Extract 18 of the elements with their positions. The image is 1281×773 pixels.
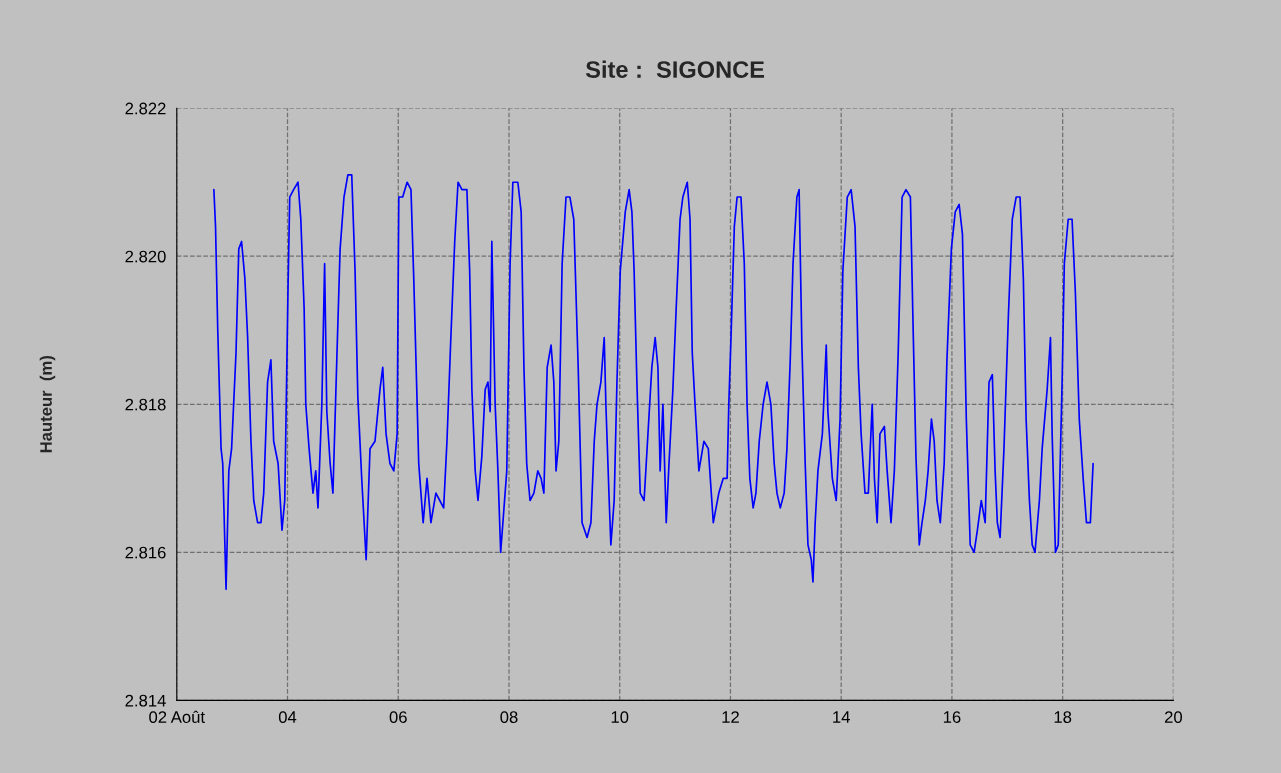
x-tick-label: 06 [389,711,407,723]
x-tick-label: 08 [500,711,518,723]
x-tick-label: 12 [722,711,739,723]
x-tick-label: 02 Août [149,710,205,723]
y-tick-label: 2.818 [125,398,166,411]
x-tick-label: 16 [943,711,961,723]
y-tick-label: 2.820 [125,250,166,263]
x-tick-label: 18 [1054,711,1072,723]
y-axis-title: Hauteur (m) [39,356,56,453]
x-tick-label: 14 [833,711,850,723]
y-tick-label: 2.816 [125,546,166,559]
x-tick-label: 10 [611,711,629,723]
x-tick-label: 04 [278,711,297,723]
y-tick-label: 2.822 [125,102,166,115]
y-tick-label: 2.814 [125,694,166,707]
x-tick-label: 20 [1164,711,1183,723]
line-series [213,173,1094,591]
chart-title: Site : SIGONCE [585,60,765,78]
